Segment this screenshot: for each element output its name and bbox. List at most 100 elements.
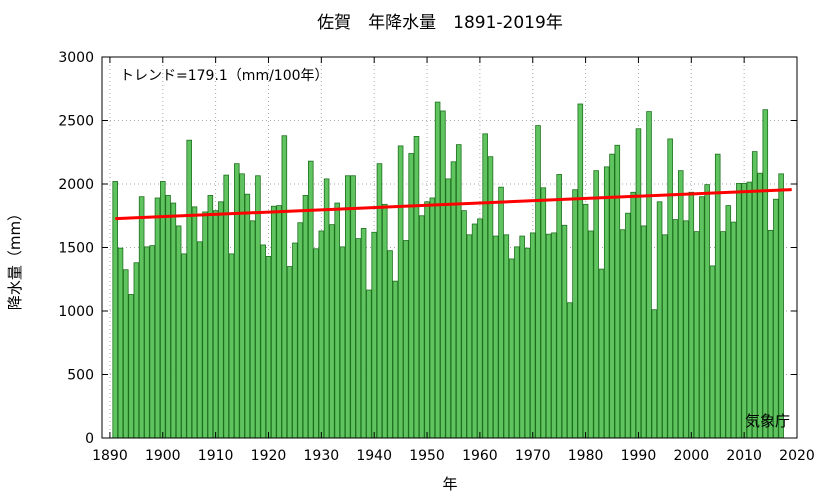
bar-1962 [487,156,494,439]
bar-1896 [138,196,145,439]
bar-1932 [329,224,335,439]
bar-1980 [582,203,589,439]
bar-1996 [667,138,673,439]
bar-2002 [699,196,705,439]
y-tick-label: 0 [85,431,94,447]
bar-1919 [260,244,266,439]
bar-1979 [577,103,584,439]
bar-1925 [292,242,298,439]
bar-1907 [196,241,203,439]
bar-1910 [212,210,219,439]
bar-1938 [360,228,367,439]
bars [112,101,784,439]
y-tick-label: 3000 [58,50,94,66]
bar-1895 [133,262,140,439]
bar-1948 [413,135,420,439]
bar-1995 [662,234,668,439]
bar-1969 [524,247,531,439]
bar-1918 [255,175,261,439]
bar-1978 [572,189,578,439]
y-axis-ticks: 0 500 1000 1500 2000 2500 3000 [58,50,797,447]
credit-label: 気象庁 [745,412,790,430]
bar-1967 [514,246,520,439]
y-tick-label: 1500 [58,241,94,257]
bar-2008 [730,221,737,439]
x-tick-label: 1900 [145,448,181,464]
bar-1997 [672,219,679,439]
chart-title: 佐賀 年降水量 1891-2019年 [317,13,563,33]
bar-1946 [403,240,409,439]
x-tick-label: 1920 [251,448,287,464]
bar-1990 [635,128,642,439]
bar-1968 [519,235,525,439]
x-tick-label: 1960 [462,448,498,464]
bar-1972 [540,187,547,439]
bar-1894 [128,294,134,439]
bar-1998 [677,170,684,439]
bar-2009 [736,182,742,439]
bar-1992 [646,111,652,439]
bar-1963 [492,235,499,439]
bar-1958 [466,234,473,439]
bar-1940 [371,231,377,439]
bar-1929 [313,248,319,439]
y-tick-label: 1000 [58,304,94,320]
x-tick-label: 2020 [779,448,815,464]
bar-2000 [688,191,695,439]
y-axis-label: 降水量（mm） [6,206,24,310]
bar-1934 [339,246,346,439]
trend-line [115,188,792,221]
bar-1973 [545,233,552,439]
bar-1923 [281,135,288,439]
bar-1976 [561,224,568,439]
bar-1993 [651,309,658,439]
bar-1954 [445,178,451,439]
bar-2016 [773,198,779,439]
bar-2003 [704,184,710,439]
bar-1916 [244,193,251,439]
bar-1943 [387,250,393,439]
bar-1952 [434,101,441,439]
bar-1920 [265,255,272,439]
bar-1956 [455,144,462,439]
bar-2005 [714,153,721,439]
x-tick-label: 1930 [304,448,340,464]
bar-1908 [202,211,208,439]
bar-1970 [529,232,536,439]
bar-1911 [218,201,224,439]
bar-1903 [175,225,182,439]
bar-1999 [683,220,689,439]
bar-2010 [741,182,747,439]
bar-1953 [440,110,446,439]
bar-1922 [276,205,282,439]
bar-1941 [376,163,383,439]
bar-2014 [762,109,769,439]
bar-1927 [302,195,309,439]
bar-1983 [598,268,605,439]
bar-1981 [588,230,594,439]
bar-1974 [551,232,557,439]
bar-1960 [477,218,483,439]
bar-1930 [318,230,325,439]
y-tick-label: 500 [67,368,94,384]
bar-1977 [566,302,573,439]
bar-1949 [418,215,425,439]
x-tick-label: 1950 [409,448,445,464]
bar-1893 [123,269,129,439]
bar-2006 [720,231,726,439]
y-tick-label: 2000 [58,177,94,193]
bar-1965 [503,234,510,439]
bar-1982 [593,170,599,439]
bar-1906 [191,206,198,439]
x-tick-label: 1940 [356,448,392,464]
bar-1904 [181,253,187,439]
bar-1921 [270,205,277,439]
bar-1937 [355,238,362,439]
bar-2012 [751,151,758,439]
bar-1991 [640,225,647,439]
bar-1975 [556,174,562,439]
bar-1913 [228,253,235,439]
bar-1902 [170,202,177,439]
y-tick-label: 2500 [58,114,94,130]
